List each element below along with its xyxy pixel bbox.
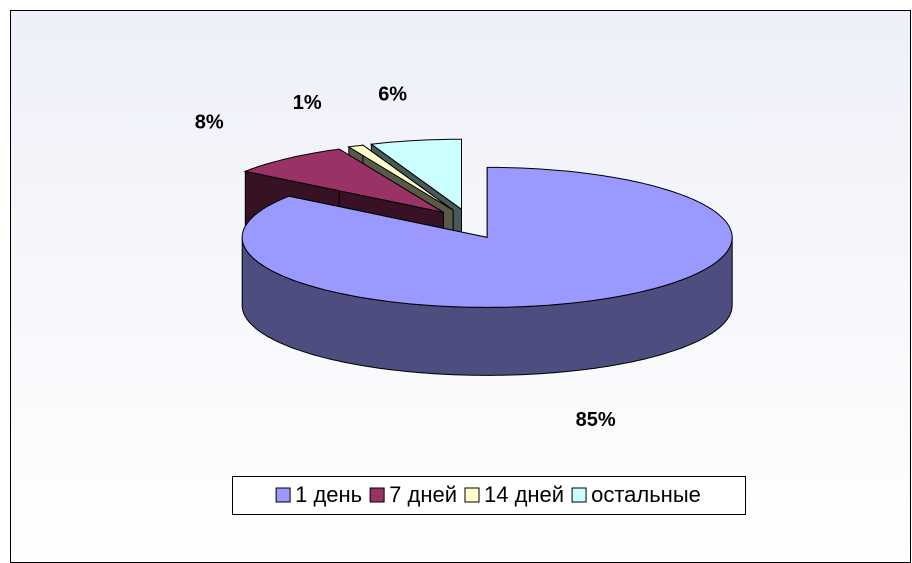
legend-items: 1 день 7 дней 14 дней остальные xyxy=(275,482,701,507)
legend-swatch xyxy=(571,487,587,503)
data-label: 85% xyxy=(576,409,616,431)
slice-top xyxy=(369,138,462,211)
slice-top xyxy=(243,148,444,213)
slice-top xyxy=(241,166,733,308)
data-label: 1% xyxy=(293,92,322,114)
slice-top xyxy=(347,144,454,211)
legend-label: 1 день xyxy=(295,482,362,507)
legend-label: остальные xyxy=(591,482,701,507)
legend-label: 7 дней xyxy=(389,482,457,507)
legend-swatch xyxy=(369,487,385,503)
pie xyxy=(241,138,733,376)
legend xyxy=(232,476,746,515)
data-label: 8% xyxy=(195,111,224,133)
data-label: 6% xyxy=(378,84,407,106)
legend-swatch xyxy=(464,487,480,503)
legend-label: 14 дней xyxy=(484,482,564,507)
legend-swatch xyxy=(275,487,291,503)
